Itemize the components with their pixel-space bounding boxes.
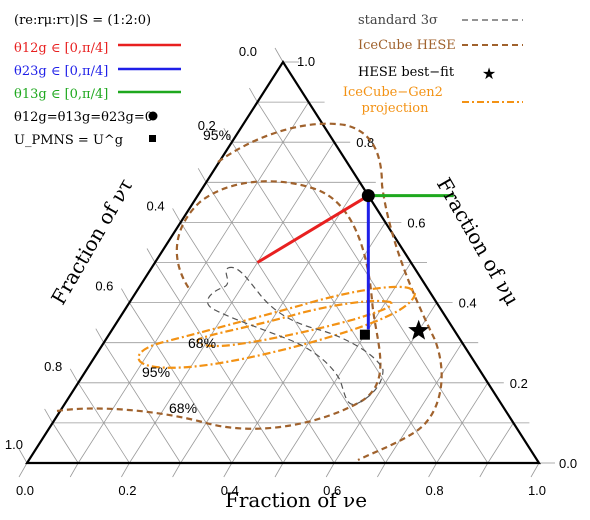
tick-label-bottom: 0.0 <box>16 483 34 498</box>
tick-label-left: 1.0 <box>5 437 23 452</box>
tick-stub-bottom <box>18 462 28 478</box>
grid-line-tau <box>257 101 489 464</box>
contour-label-gen2-95: 95% <box>142 364 170 380</box>
legend-item-std3sigma: standard 3σ <box>358 13 438 28</box>
marker-square <box>359 329 370 340</box>
contour-std-3sigma <box>206 266 384 406</box>
triangle-frame <box>24 59 542 465</box>
tick-label-bottom: 0.4 <box>221 483 239 498</box>
legend-header: (re:rμ:rτ)|S = (1:2:0) <box>14 13 151 28</box>
grid-line-tau <box>205 182 386 464</box>
bottom-axis-title: Fraction of νe <box>225 488 367 512</box>
legend-item-theta12: θ12g ∈ [0,π/4] <box>14 41 108 56</box>
tick-stub-left <box>274 47 284 63</box>
tick-stub-bottom <box>377 462 386 478</box>
tick-label-right: 1.0 <box>297 54 315 69</box>
tick-label-right: 0.6 <box>407 215 425 230</box>
tick-stub-left <box>18 448 28 464</box>
tick-stub-left <box>249 87 258 103</box>
tick-stub-bottom <box>325 462 335 478</box>
tick-label-right: 0.0 <box>559 456 577 471</box>
tick-stub-left <box>197 168 207 183</box>
legend-left: (re:rμ:rτ)|S = (1:2:0) θ12g ∈ [0,π/4] θ2… <box>14 13 181 148</box>
contour-label-gen2-68: 68% <box>188 335 216 351</box>
tick-stub-left <box>121 288 130 303</box>
tick-label-bottom: 0.8 <box>426 483 444 498</box>
legend-item-gen2: IceCube−Gen2 projection <box>343 85 447 116</box>
grid-line-e <box>282 262 412 464</box>
tick-label-bottom: 0.6 <box>323 483 341 498</box>
tick-stub-left <box>172 208 181 223</box>
grid-line-tau <box>77 382 130 464</box>
legend-swatch-square <box>149 135 156 142</box>
contour-hese-68 <box>56 180 382 430</box>
tick-stub-bottom <box>428 462 437 478</box>
grid-line-tau <box>103 342 181 464</box>
grid-line-e <box>180 182 361 464</box>
tick-stub-left <box>146 248 156 263</box>
tick-stub-bottom <box>223 462 233 478</box>
series-lines <box>256 194 454 330</box>
tick-stub-bottom <box>274 462 284 478</box>
legend-item-gen2-line1: IceCube−Gen2 <box>343 85 443 100</box>
contour-hese-95 <box>217 122 443 461</box>
tick-stub-bottom <box>172 462 181 478</box>
grid-line-e <box>385 342 463 464</box>
tick-label-right: 0.2 <box>510 376 528 391</box>
grid-line-tau <box>129 302 233 464</box>
tick-stub-bottom <box>69 462 79 478</box>
contours <box>56 122 443 461</box>
tick-stub-bottom <box>479 462 489 478</box>
tick-stub-bottom <box>530 462 540 478</box>
legend-item-zero-angles: θ12g=θ13g=θ23g=0 <box>14 110 153 125</box>
contour-label-hese-95: 95% <box>203 127 231 143</box>
legend-item-theta13: θ13g ∈ [0,π/4] <box>14 87 108 102</box>
series-line-0 <box>256 194 370 264</box>
tick-label-left: 0.2 <box>198 118 216 133</box>
tick-label-bottom: 0.2 <box>118 483 136 498</box>
right-axis-title: Fraction of νμ <box>432 173 524 309</box>
grid-line-e <box>487 422 514 464</box>
grid-line-e <box>77 101 309 464</box>
tick-label-left: 0.4 <box>147 198 165 213</box>
contour-label-hese-68: 68% <box>169 400 197 416</box>
legend-item-theta23: θ23g ∈ [0,π/4] <box>14 64 108 79</box>
tick-stub-left <box>44 408 53 424</box>
legend-swatch-circle <box>148 111 158 121</box>
tick-label-right: 0.4 <box>459 296 477 311</box>
grid-line-e <box>436 382 489 464</box>
tick-label-left: 0.0 <box>239 44 257 59</box>
marker-star <box>408 319 430 340</box>
tick-stub-bottom <box>121 462 130 478</box>
markers <box>359 189 430 340</box>
tick-stub-left <box>95 328 105 343</box>
grid-line-tau <box>52 422 79 464</box>
legend-right: standard 3σ IceCube HESE HESE best−fit ★… <box>343 13 523 116</box>
legend-swatch-star: ★ <box>482 64 496 83</box>
tick-label-bottom: 1.0 <box>528 483 546 498</box>
contour-gen2-95 <box>137 285 416 369</box>
contour-gen2-68 <box>196 299 393 348</box>
legend-item-gen2-line2: projection <box>362 101 430 116</box>
tick-stub-left <box>69 368 79 383</box>
legend-item-hese: IceCube HESE <box>358 38 456 53</box>
tick-stub-left <box>223 128 233 143</box>
left-axis-title: Fraction of ντ <box>46 174 137 308</box>
triangle-outline <box>24 59 542 465</box>
legend-item-upmns: U_PMNS = U^g <box>14 133 123 148</box>
marker-circle <box>361 189 375 203</box>
tick-label-left: 0.6 <box>95 279 113 294</box>
legend-item-bestfit: HESE best−fit <box>358 65 455 80</box>
tick-label-left: 0.8 <box>44 359 62 374</box>
tick-label-right: 0.8 <box>356 135 374 150</box>
